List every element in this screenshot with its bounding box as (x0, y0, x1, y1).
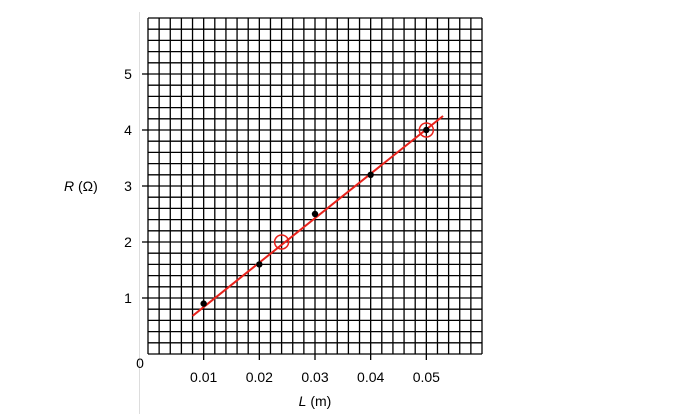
y-tick-label: 5 (124, 66, 132, 82)
x-tick-label: 0.03 (301, 369, 328, 385)
y-tick-label: 3 (124, 178, 132, 194)
y-axis-variable: R (64, 178, 74, 194)
x-axis-label: L (m) (299, 393, 332, 409)
x-axis-variable: L (299, 393, 307, 409)
y-tick-label: 4 (124, 122, 132, 138)
data-point (423, 126, 430, 134)
data-points (200, 126, 430, 307)
x-tick-label: 0.04 (357, 369, 384, 385)
data-point (256, 261, 263, 268)
x-tick-label: 0.05 (413, 369, 440, 385)
y-tick-label: 2 (124, 234, 132, 250)
data-point (200, 300, 207, 307)
x-axis-unit: (m) (306, 393, 331, 409)
y-tick-label: 1 (124, 290, 132, 306)
best-fit-line (191, 115, 444, 317)
data-point (367, 171, 374, 178)
x-tick-label: 0.02 (246, 369, 273, 385)
origin-label: 0 (136, 355, 144, 371)
x-tick-label: 0.01 (190, 369, 217, 385)
data-point (311, 210, 319, 218)
circled-point-marker (418, 122, 435, 138)
tick-labels: 0.01 0.02 0.03 0.04 0.05 1 2 3 4 5 (124, 66, 440, 385)
y-axis-label: R (Ω) (64, 178, 98, 194)
y-axis-unit: (Ω) (74, 178, 98, 194)
grid (147, 17, 483, 355)
circled-point-marker (273, 234, 290, 250)
circled-points (273, 122, 435, 250)
